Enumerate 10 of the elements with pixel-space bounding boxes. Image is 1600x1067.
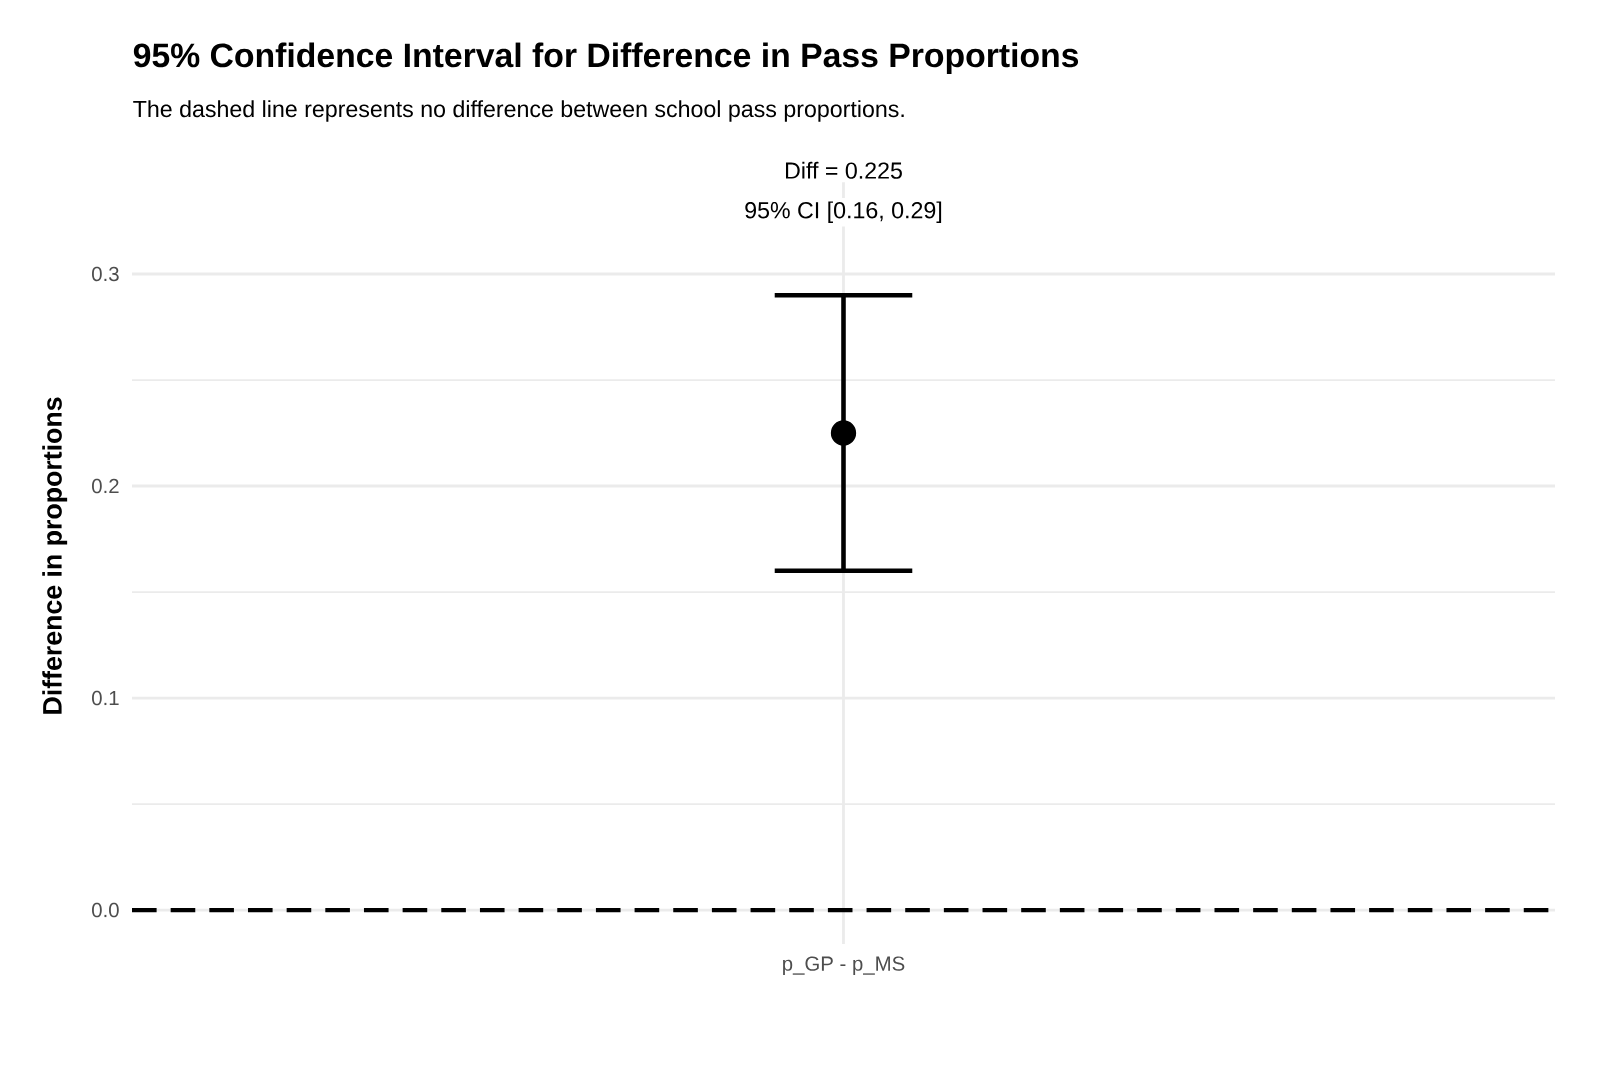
y-tick-label: 0.1: [92, 690, 119, 706]
annotation: Diff = 0.225: [785, 161, 902, 179]
y-tick-label: 0.3: [92, 266, 119, 282]
chart-subtitle: The dashed line represents no difference between school pass proportions.: [133, 100, 904, 122]
annotation: 95% CI [0.16, 0.29]: [745, 201, 942, 224]
y-axis-title: Difference in proportions: [42, 397, 68, 714]
y-tick-label: 0.2: [92, 478, 119, 494]
x-tick-label: p_GP - p_MS: [783, 956, 905, 975]
y-tick-label: 0.0: [92, 902, 119, 918]
chart-title: 95% Confidence Interval for Difference in Pass Proportions: [133, 42, 1079, 74]
